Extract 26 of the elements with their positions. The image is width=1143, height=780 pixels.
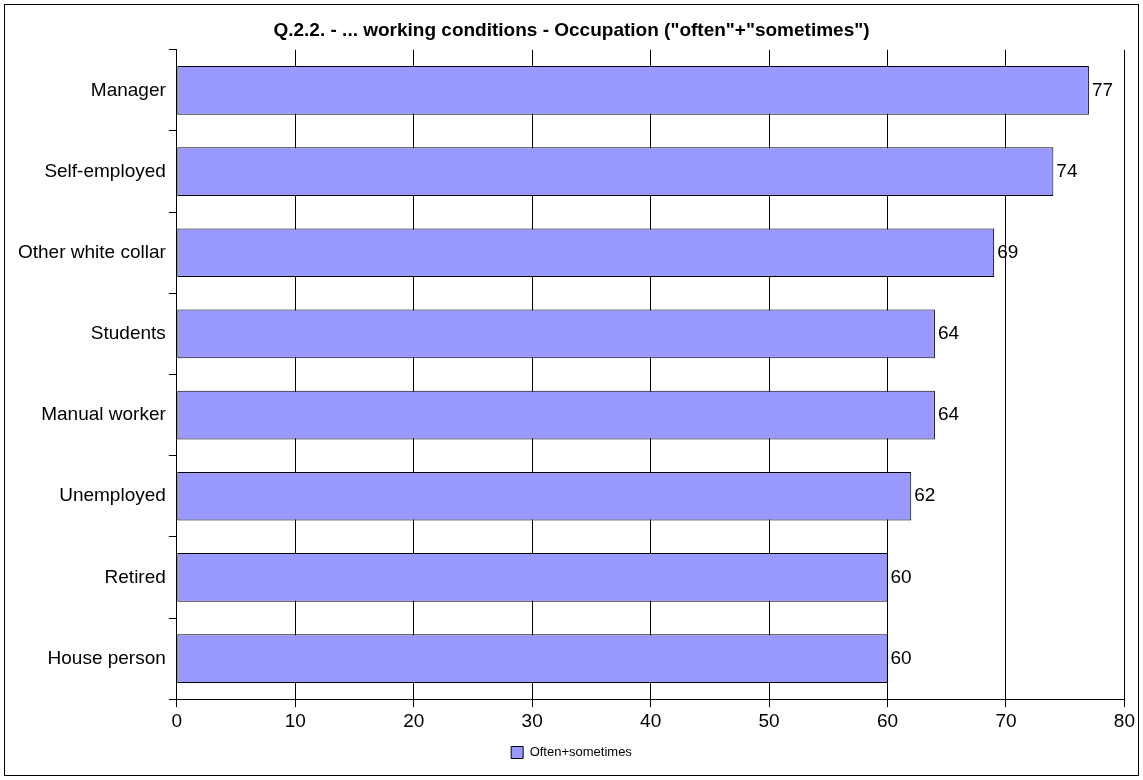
- y-tick-label: Other white collar: [17, 240, 167, 262]
- x-tick-label: 70: [995, 709, 1017, 731]
- x-tick-label: 60: [876, 709, 899, 731]
- y-tick-label: Students: [90, 322, 166, 344]
- x-tick-label: 80: [1113, 709, 1135, 731]
- y-tick-label: Self-employed: [44, 159, 166, 181]
- y-tick-label: Manager: [90, 78, 167, 100]
- chart-title: Q.2.2. - ... working conditions - Occupation ("often"+"sometimes"): [273, 18, 870, 40]
- y-tick-label: Unemployed: [59, 484, 166, 506]
- y-tick-label: Manual worker: [41, 403, 167, 425]
- data-label: 77: [1091, 78, 1114, 100]
- data-label: 74: [1056, 159, 1078, 181]
- data-label: 60: [890, 565, 912, 587]
- data-label: 62: [914, 484, 936, 506]
- y-tick-label: Retired: [104, 565, 166, 587]
- data-label: 60: [890, 646, 912, 668]
- x-tick-label: 0: [171, 709, 183, 731]
- data-label: 64: [937, 403, 960, 425]
- x-tick-label: 30: [521, 709, 543, 731]
- data-label: 64: [937, 322, 960, 344]
- x-tick-label: 40: [640, 709, 662, 731]
- x-tick-label: 20: [403, 709, 425, 731]
- y-tick-label: House person: [47, 646, 166, 668]
- legend-label: Often+sometimes: [529, 744, 633, 760]
- x-tick-label: 10: [284, 709, 306, 731]
- x-tick-label: 50: [758, 709, 780, 731]
